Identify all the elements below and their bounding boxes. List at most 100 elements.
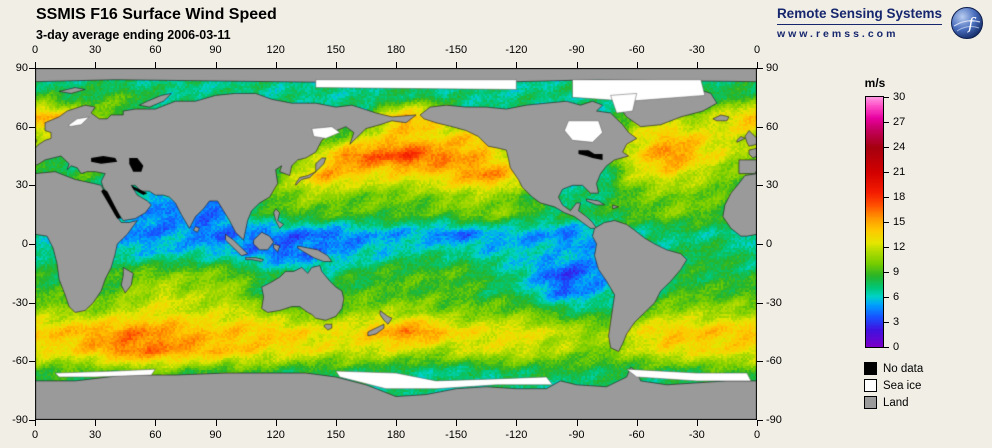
legend-label-land: Land: [883, 396, 909, 409]
lat-tick-label-right: 90: [766, 62, 779, 74]
lat-tick-right: [757, 126, 763, 128]
lon-tick-top: [275, 62, 277, 68]
colorbar-tick: [884, 147, 889, 148]
lat-tick-left: [29, 244, 35, 245]
lon-tick-label-top: 0: [31, 44, 39, 56]
lat-tick-right: [757, 68, 763, 69]
lon-tick-label-bottom: 30: [89, 429, 102, 441]
sea-ice-swatch: [864, 379, 877, 392]
no-data-swatch: [864, 362, 877, 375]
lat-tick-label-right: -30: [766, 296, 782, 309]
globe-logo-icon: f: [951, 7, 983, 39]
lon-tick-top: [576, 62, 578, 68]
brand-url[interactable]: www.remss.com: [776, 28, 899, 40]
colorbar-tick-label: 12: [893, 241, 906, 253]
lon-tick-bottom: [456, 420, 458, 426]
colorbar-tick: [884, 322, 889, 323]
lon-tick-top: [95, 62, 97, 68]
lon-tick-bottom: [275, 420, 277, 426]
colorbar-tick-label: 21: [893, 166, 906, 178]
lon-tick-bottom: [396, 420, 397, 426]
lon-tick-label-top: 90: [209, 44, 222, 56]
lon-tick-label-top: -120: [505, 44, 528, 56]
lon-tick-label-top: -60: [628, 44, 645, 56]
lat-tick-label-left: 90: [15, 62, 28, 74]
legend-label-sea-ice: Sea ice: [883, 379, 922, 392]
lat-tick-right: [757, 185, 763, 187]
legend-item-sea-ice: Sea ice: [864, 377, 923, 394]
lon-tick-bottom: [636, 420, 638, 426]
lat-tick-left: [29, 68, 35, 69]
lat-tick-label-right: -60: [766, 355, 782, 368]
lon-tick-bottom: [335, 420, 337, 426]
lat-tick-left: [29, 361, 35, 363]
lon-tick-label-top: -30: [688, 44, 705, 56]
legend-item-no-data: No data: [864, 360, 923, 377]
brand-text: Remote Sensing Systems www.remss.com: [776, 6, 942, 40]
lon-tick-bottom: [95, 420, 97, 426]
lat-tick-label-left: -30: [12, 296, 28, 309]
lat-tick-label-left: -90: [12, 414, 28, 426]
colorbar-tick-label: 27: [893, 116, 906, 128]
colorbar-tick-label: 9: [893, 266, 900, 278]
legend-label-no-data: No data: [883, 362, 924, 375]
lon-tick-label-top: 120: [266, 44, 285, 56]
legend-item-land: Land: [864, 394, 923, 411]
lon-tick-top: [696, 62, 698, 68]
lon-tick-bottom: [516, 420, 518, 426]
lon-tick-top: [215, 62, 217, 68]
lon-tick-label-bottom: -90: [568, 429, 585, 441]
svg-text:f: f: [967, 14, 977, 33]
lat-tick-label-right: 30: [766, 179, 779, 192]
lat-tick-left: [29, 302, 35, 304]
lon-tick-top: [396, 62, 397, 68]
lon-tick-top: [35, 62, 36, 68]
lon-tick-label-top: 150: [326, 44, 346, 56]
lat-tick-right: [757, 244, 763, 245]
lon-tick-top: [757, 62, 758, 68]
lon-tick-bottom: [576, 420, 578, 426]
lon-tick-label-top: -150: [445, 44, 468, 56]
lon-tick-label-bottom: 150: [326, 429, 346, 441]
colorbar-tick-label: 6: [893, 291, 900, 303]
lat-tick-left: [29, 126, 35, 128]
colorbar-tick: [884, 197, 889, 198]
colorbar-tick: [884, 122, 889, 123]
lon-tick-top: [335, 62, 337, 68]
lat-tick-right: [757, 302, 763, 304]
lat-tick-label-left: -60: [12, 355, 28, 368]
colorbar: [865, 96, 884, 348]
colorbar-tick: [884, 272, 889, 273]
lat-tick-label-left: 60: [15, 120, 28, 133]
colorbar-tick: [884, 347, 889, 348]
colorbar-units-label: m/s: [864, 76, 886, 90]
colorbar-tick-label: 30: [893, 91, 906, 103]
lon-tick-bottom: [155, 420, 157, 426]
lon-tick-label-top: -90: [568, 44, 585, 56]
lon-tick-label-top: 30: [89, 44, 102, 56]
lon-tick-bottom: [757, 420, 758, 426]
colorbar-tick: [884, 172, 889, 173]
colorbar-tick-label: 18: [893, 191, 906, 203]
lon-tick-label-bottom: 180: [386, 429, 406, 441]
lat-tick-left: [29, 185, 35, 187]
lat-tick-label-right: -90: [766, 414, 782, 426]
lon-tick-label-bottom: 120: [266, 429, 285, 441]
lon-tick-label-bottom: -30: [688, 429, 705, 441]
lon-tick-label-top: 0: [753, 44, 761, 56]
lon-tick-top: [456, 62, 458, 68]
lon-tick-label-bottom: -120: [505, 429, 528, 441]
brand-name: Remote Sensing Systems: [776, 6, 942, 25]
world-wind-speed-map: [35, 68, 757, 420]
lat-tick-right: [757, 420, 763, 421]
lon-tick-bottom: [215, 420, 217, 426]
lon-tick-label-top: 60: [149, 44, 162, 56]
brand-block: Remote Sensing Systems www.remss.com f: [776, 6, 984, 40]
colorbar-tick-label: 24: [893, 141, 906, 153]
lon-tick-label-bottom: -60: [628, 429, 645, 441]
lon-tick-label-bottom: 90: [209, 429, 222, 441]
lon-tick-top: [516, 62, 518, 68]
lon-tick-top: [155, 62, 157, 68]
lon-tick-label-bottom: 60: [149, 429, 162, 441]
